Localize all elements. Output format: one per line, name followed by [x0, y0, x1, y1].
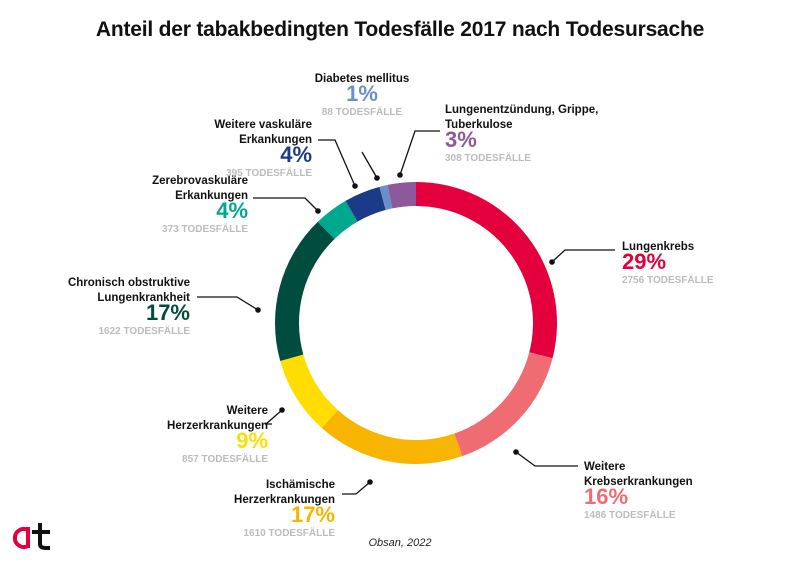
- percent-label-weitere-herz: 9%: [236, 428, 268, 453]
- category-label-weitere-herz-0: Weitere: [227, 405, 268, 417]
- category-label-weitere-herz-1: Herzerkrankungen: [167, 420, 268, 432]
- category-label-weitere-krebs-1: Krebserkrankungen: [584, 476, 693, 488]
- category-label-zerebrovaskulaer-0: Zerebrovaskuläre: [152, 175, 248, 187]
- percent-label-ischaemische-herz: 17%: [291, 502, 335, 527]
- percent-label-copd: 17%: [146, 300, 190, 325]
- label-group-lungenentzuendung: Lungenentzündung, Grippe, Tuberkulose3%30…: [397, 104, 598, 178]
- count-label-weitere-herz: 857 TODESFÄLLE: [182, 452, 268, 465]
- category-label-copd-0: Chronisch obstruktive: [68, 277, 190, 289]
- count-label-lungenentzuendung: 308 TODESFÄLLE: [445, 151, 531, 164]
- category-label-zerebrovaskulaer-1: Erkankungen: [175, 190, 248, 202]
- leader-dot-weitere-vaskulaer: [352, 183, 358, 189]
- count-label-lungenkrebs: 2756 TODESFÄLLE: [622, 273, 714, 286]
- source-note: Obsan, 2022: [368, 537, 432, 549]
- slice-weitere-vaskulaer: [345, 186, 386, 222]
- leader-dot-zerebrovaskulaer: [315, 208, 321, 214]
- category-label-ischaemische-herz-0: Ischämische: [266, 479, 335, 491]
- count-label-weitere-krebs: 1486 TODESFÄLLE: [584, 508, 676, 521]
- percent-label-zerebrovaskulaer: 4%: [216, 198, 248, 223]
- category-label-diabetes-0: Diabetes mellitus: [315, 73, 410, 85]
- chart-title: Anteil der tabakbedingten Todesfälle 201…: [95, 18, 705, 41]
- leader-dot-weitere-herz: [279, 407, 285, 413]
- leader-line-weitere-vaskulaer: [318, 139, 356, 187]
- slice-weitere-krebs: [454, 352, 553, 457]
- percent-label-weitere-vaskulaer: 4%: [280, 142, 312, 167]
- label-group-copd: Chronisch obstruktive Lungenkrankheit17%1…: [68, 277, 261, 337]
- category-label-ischaemische-herz-1: Herzerkrankungen: [234, 494, 335, 506]
- leader-line-lungenentzuendung: [399, 130, 440, 176]
- count-label-copd: 1622 TODESFÄLLE: [98, 324, 190, 337]
- count-label-weitere-vaskulaer: 395 TODESFÄLLE: [226, 166, 312, 179]
- leader-dot-copd: [255, 307, 261, 313]
- leader-dot-diabetes: [374, 175, 380, 181]
- slice-diabetes: [379, 184, 393, 210]
- category-label-weitere-vaskulaer-1: Erkankungen: [239, 134, 312, 146]
- leader-line-lungenkrebs: [551, 249, 615, 263]
- leader-line-weitere-herz: [264, 409, 283, 425]
- count-label-ischaemische-herz: 1610 TODESFÄLLE: [243, 526, 335, 539]
- percent-label-lungenkrebs: 29%: [622, 249, 666, 274]
- leader-line-zerebrovaskulaer: [253, 197, 319, 212]
- leader-line-weitere-krebs: [515, 451, 578, 467]
- category-label-copd-1: Lungenkrankheit: [97, 292, 190, 304]
- count-label-zerebrovaskulaer: 373 TODESFÄLLE: [162, 222, 248, 235]
- slice-lungenkrebs: [416, 182, 557, 359]
- slice-copd: [275, 221, 335, 361]
- category-label-lungenkrebs-0: Lungenkrebs: [622, 241, 694, 253]
- leader-dot-lungenkrebs: [549, 259, 555, 265]
- leader-line-diabetes: [361, 151, 378, 179]
- category-label-lungenentzuendung-1: Tuberkulose: [445, 119, 513, 131]
- leader-line-ischaemische-herz: [342, 481, 371, 495]
- leader-dot-weitere-krebs: [513, 449, 519, 455]
- category-label-lungenentzuendung-0: Lungenentzündung, Grippe,: [445, 104, 598, 116]
- percent-label-diabetes: 1%: [346, 81, 378, 106]
- percent-label-lungenentzuendung: 3%: [445, 127, 477, 152]
- leader-line-copd: [197, 296, 259, 311]
- brand-logo: at: [12, 523, 50, 550]
- slice-ischaemische-herz: [321, 410, 463, 464]
- category-label-weitere-vaskulaer-0: Weitere vaskuläre: [214, 119, 312, 131]
- category-label-weitere-krebs-0: Weitere: [584, 461, 625, 473]
- leader-dot-lungenentzuendung: [397, 172, 403, 178]
- count-label-diabetes: 88 TODESFÄLLE: [322, 105, 403, 118]
- percent-label-weitere-krebs: 16%: [584, 484, 628, 509]
- leader-dot-ischaemische-herz: [367, 479, 373, 485]
- slice-weitere-herz: [280, 354, 338, 428]
- slice-zerebrovaskulaer: [317, 200, 358, 240]
- slice-lungenentzuendung: [387, 182, 416, 209]
